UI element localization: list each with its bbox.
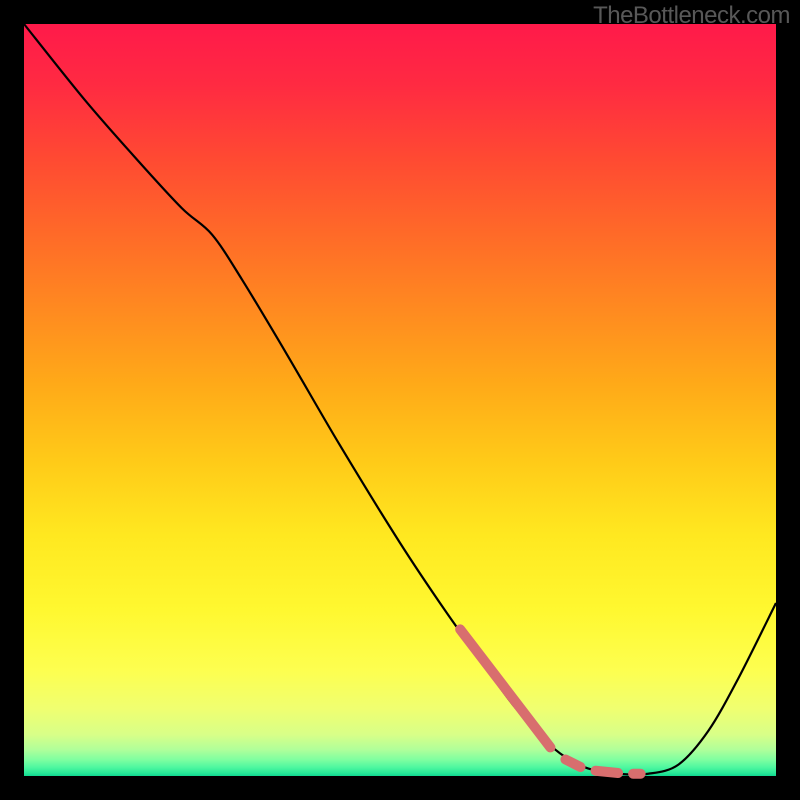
chart-container: TheBottleneck.com [0, 0, 800, 800]
chart-svg [0, 0, 800, 800]
highlight-segment [565, 759, 580, 767]
plot-background [24, 24, 776, 776]
watermark-text: TheBottleneck.com [593, 2, 790, 30]
highlight-segment [596, 771, 619, 773]
